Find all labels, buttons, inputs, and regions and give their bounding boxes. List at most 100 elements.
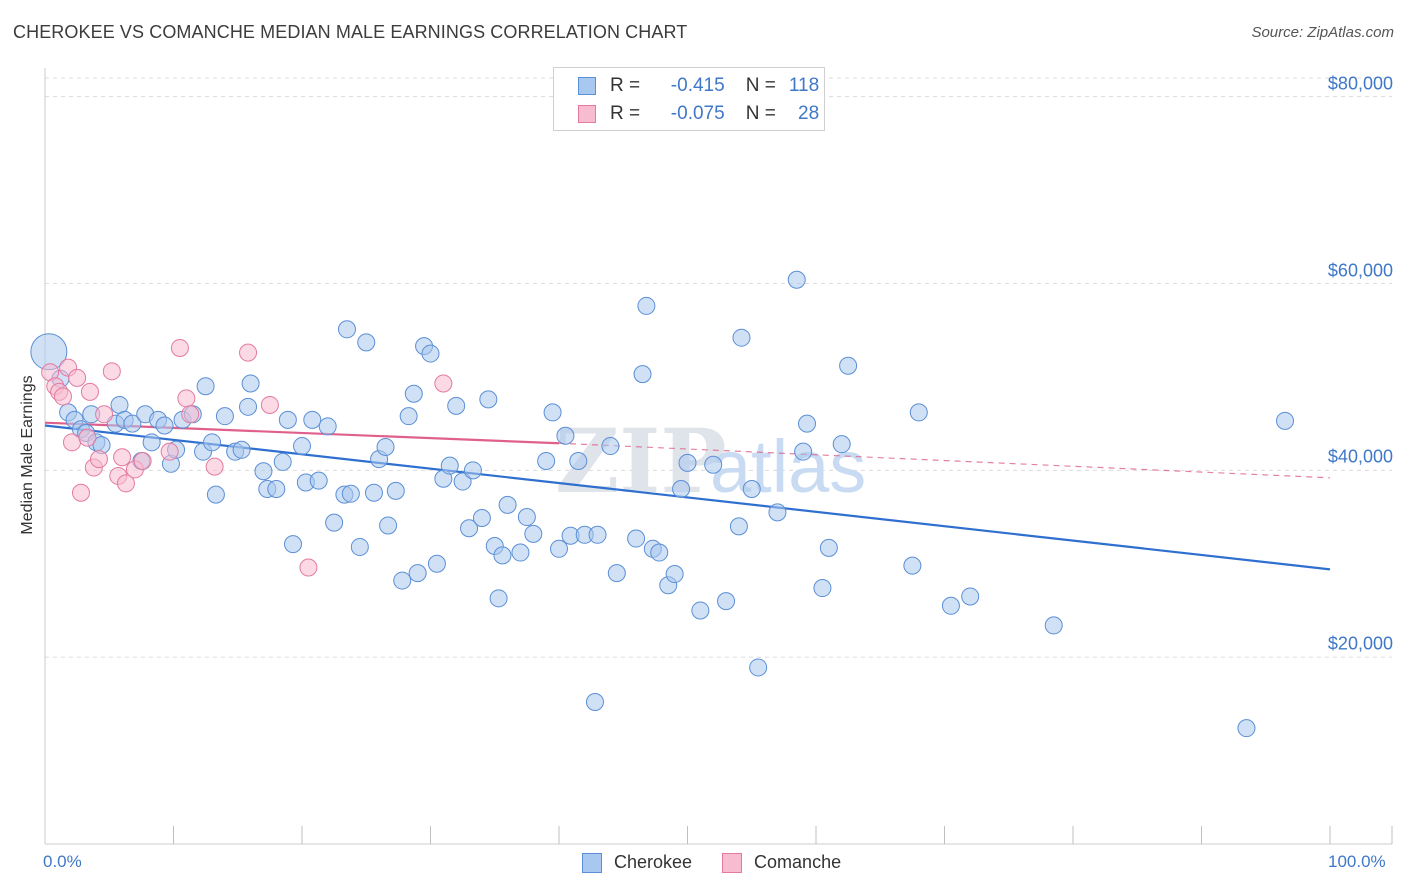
comanche-point-6 <box>68 368 87 387</box>
cherokee-point-42 <box>325 513 344 532</box>
cherokee-point-54 <box>399 407 418 426</box>
cherokee-point-94 <box>678 453 697 472</box>
cherokee-point-73 <box>517 508 536 527</box>
cherokee-point-72 <box>511 543 530 562</box>
y-tick-label-0: $20,000 <box>1327 633 1393 654</box>
cherokee-point-101 <box>749 658 768 677</box>
comanche-legend-label: Comanche <box>754 852 842 872</box>
cherokee-point-113 <box>961 587 980 606</box>
cherokee-point-98 <box>729 517 748 536</box>
cherokee-point-67 <box>479 390 498 409</box>
cherokee-point-52 <box>386 481 405 500</box>
cherokee-point-17 <box>155 416 174 435</box>
cherokee-point-115 <box>1237 719 1256 738</box>
cherokee-point-24 <box>203 433 222 452</box>
cherokee-point-78 <box>556 426 575 445</box>
cherokee-point-77 <box>550 539 568 558</box>
cherokee-point-44 <box>337 320 356 339</box>
cherokee-point-35 <box>278 410 297 429</box>
cherokee-point-23 <box>196 377 215 396</box>
cherokee-point-74 <box>524 524 543 543</box>
cherokee-trend-line <box>44 424 1331 571</box>
comanche-point-26 <box>299 558 318 577</box>
series-legend: Cherokee Comanche <box>582 852 871 873</box>
legend-row-comanche: R = -0.075 N = 28 <box>578 102 819 126</box>
cherokee-point-102 <box>768 503 787 522</box>
cherokee-point-26 <box>215 407 234 426</box>
comanche-point-16 <box>116 474 135 493</box>
legend-row-cherokee: R = -0.415 N = 118 <box>578 74 819 98</box>
cherokee-point-99 <box>732 328 751 347</box>
cherokee-point-64 <box>460 519 479 538</box>
cherokee-point-90 <box>650 543 669 562</box>
cherokee-point-53 <box>393 571 412 590</box>
cherokee-point-39 <box>303 410 322 429</box>
grid-lines <box>45 77 1392 658</box>
chart-title: CHEROKEE VS COMANCHE MEDIAN MALE EARNING… <box>13 22 688 42</box>
cherokee-point-69 <box>489 589 508 608</box>
cherokee-point-86 <box>627 529 646 548</box>
cherokee-point-112 <box>941 596 960 615</box>
comanche-point-19 <box>160 442 179 461</box>
comanche-trend-extension <box>558 442 1331 479</box>
legend-item-comanche: Comanche <box>722 852 841 873</box>
cherokee-point-111 <box>909 403 928 422</box>
cherokee-point-85 <box>607 564 626 583</box>
comanche-point-3 <box>53 387 72 406</box>
cherokee-point-46 <box>350 537 369 556</box>
r-label: R = <box>610 103 641 124</box>
comanche-point-21 <box>177 389 196 408</box>
comanche-legend-swatch <box>722 852 743 873</box>
cherokee-point-65 <box>463 461 482 480</box>
cherokee-point-30 <box>241 374 260 393</box>
comanche-point-5 <box>62 433 81 452</box>
correlation-legend: R = -0.415 N = 118 R = -0.075 N = 28 <box>553 67 825 131</box>
comanche-point-9 <box>80 382 99 401</box>
comanche-swatch <box>578 105 596 123</box>
cherokee-r-value: -0.415 <box>670 75 725 96</box>
cherokee-point-28 <box>232 440 251 459</box>
cherokee-point-25 <box>206 485 225 504</box>
cherokee-point-109 <box>839 356 858 375</box>
cherokee-point-59 <box>427 554 446 573</box>
cherokee-point-116 <box>1276 411 1295 430</box>
legend-item-cherokee: Cherokee <box>582 852 692 873</box>
cherokee-point-10 <box>110 395 129 414</box>
comanche-point-24 <box>239 343 258 362</box>
cherokee-point-12 <box>123 414 142 433</box>
cherokee-point-87 <box>633 365 652 384</box>
comanche-point-27 <box>434 374 453 393</box>
cherokee-point-55 <box>404 384 423 403</box>
cherokee-point-110 <box>903 556 922 575</box>
cherokee-point-40 <box>309 471 328 490</box>
comanche-point-22 <box>181 405 200 424</box>
cherokee-point-93 <box>672 480 691 499</box>
cherokee-point-95 <box>691 601 710 620</box>
cherokee-point-105 <box>798 414 817 433</box>
n-label: N = <box>745 103 776 124</box>
cherokee-point-106 <box>813 579 832 598</box>
x-tick-label-min: 0.0% <box>43 852 82 871</box>
cherokee-point-100 <box>742 480 761 499</box>
cherokee-point-58 <box>421 344 440 363</box>
cherokee-point-37 <box>293 437 311 456</box>
cherokee-legend-label: Cherokee <box>614 852 693 872</box>
y-tick-label-3: $80,000 <box>1327 73 1393 94</box>
comanche-r-value: -0.075 <box>670 103 725 124</box>
cherokee-point-76 <box>543 403 562 422</box>
cherokee-point-83 <box>588 525 607 544</box>
cherokee-legend-swatch <box>582 852 602 873</box>
comanche-point-23 <box>205 457 224 476</box>
comanche-point-20 <box>170 338 189 357</box>
cherokee-n-value: 118 <box>788 75 820 96</box>
cherokee-point-34 <box>273 452 292 471</box>
comanche-point-7 <box>71 483 90 502</box>
cherokee-point-88 <box>637 296 656 315</box>
cherokee-point-51 <box>379 516 398 535</box>
comanche-point-12 <box>95 405 114 424</box>
cherokee-point-63 <box>453 472 472 491</box>
cherokee-point-50 <box>376 437 395 456</box>
cherokee-point-97 <box>717 592 736 611</box>
cherokee-point-80 <box>569 452 588 470</box>
comanche-n-value: 28 <box>798 103 820 124</box>
